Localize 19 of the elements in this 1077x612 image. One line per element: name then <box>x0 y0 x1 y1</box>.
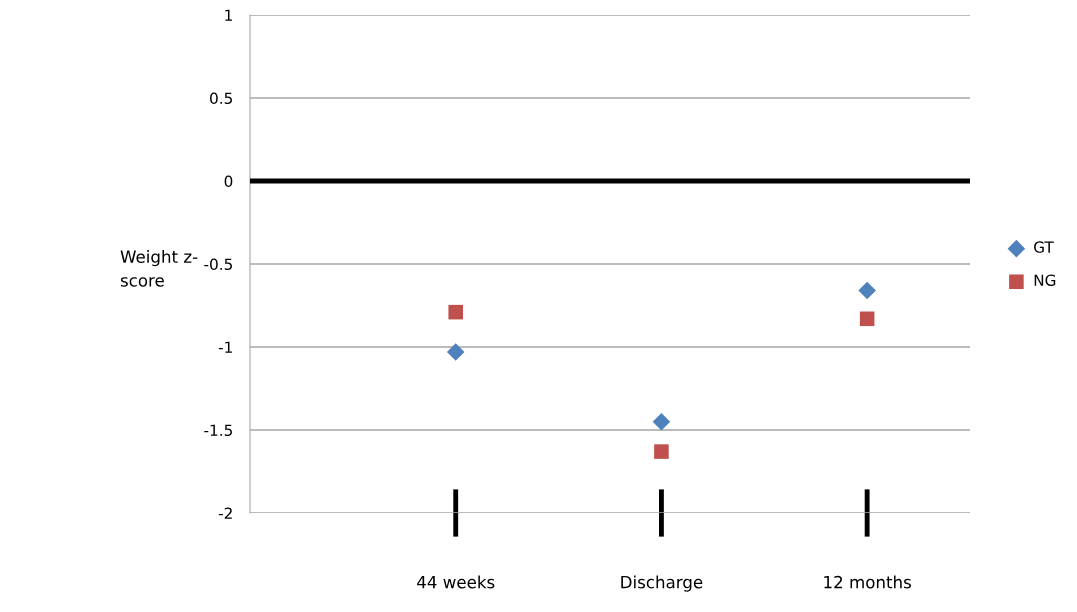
y-tick-label: -1 <box>218 341 232 353</box>
point <box>448 304 463 320</box>
x-tick-label: 44 weeks <box>417 575 495 589</box>
point <box>652 412 671 431</box>
y-tick-label: 0 <box>224 175 233 188</box>
legend-label: GT <box>1034 241 1054 253</box>
point <box>654 444 669 459</box>
y-tick-label: 1 <box>225 9 232 21</box>
y-axis-title: Weight z- score <box>120 250 198 287</box>
x-tick-label: 12 months <box>824 575 911 589</box>
point <box>446 343 465 361</box>
x-tick-label: Discharge <box>621 575 703 592</box>
point <box>859 311 875 327</box>
y-tick-label: -0.5 <box>204 258 232 271</box>
legend-label: NG <box>1034 274 1056 286</box>
point <box>858 281 876 300</box>
y-tick-label: -1.5 <box>204 424 232 437</box>
y-tick-label: 0.5 <box>210 92 232 105</box>
y-tick-label: -2 <box>218 507 232 519</box>
